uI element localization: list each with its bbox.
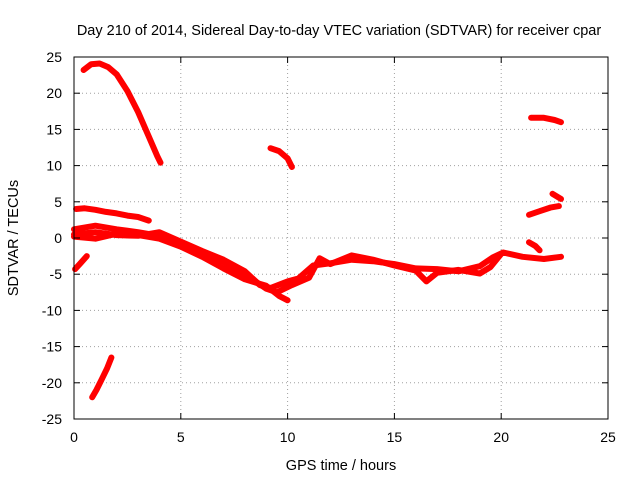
series-arc-right-low xyxy=(526,239,543,254)
axis-ticks xyxy=(73,56,609,420)
x-tick-label: 15 xyxy=(387,429,403,445)
series-arc-high-descending xyxy=(80,60,164,166)
series-arc-right-mid xyxy=(526,203,562,218)
series-arc-right-high xyxy=(528,114,564,126)
y-tick-label: 5 xyxy=(54,194,62,210)
y-tick-label: -15 xyxy=(42,339,62,355)
x-tick-label: 5 xyxy=(177,429,185,445)
x-tick-label: 25 xyxy=(600,429,616,445)
y-tick-label: 0 xyxy=(54,230,62,246)
y-tick-label: 25 xyxy=(46,49,62,65)
x-axis-label: GPS time / hours xyxy=(286,458,396,474)
y-tick-label: 20 xyxy=(46,85,62,101)
x-tick-label: 10 xyxy=(280,429,296,445)
x-tick-label: 20 xyxy=(493,429,509,445)
series-arc-right-small xyxy=(549,190,564,202)
x-tick-label: 0 xyxy=(70,429,78,445)
series-arc-left-low-segment xyxy=(72,253,90,273)
series-arc-mid-short xyxy=(267,145,295,170)
y-tick-label: -5 xyxy=(50,266,63,282)
series-arc-low-ascending xyxy=(89,354,115,401)
y-tick-labels: -25 -20 -15 -10 -5 0 5 10 15 20 25 xyxy=(42,49,62,427)
x-tick-labels: 0 5 10 15 20 25 xyxy=(70,429,616,445)
y-tick-label: 15 xyxy=(46,121,62,137)
y-tick-label: 10 xyxy=(46,158,62,174)
series-arc-main-c xyxy=(71,230,291,304)
y-tick-label: -20 xyxy=(42,375,62,391)
data-series xyxy=(71,60,564,401)
chart-title: Day 210 of 2014, Sidereal Day-to-day VTE… xyxy=(77,23,602,39)
y-tick-label: -10 xyxy=(42,302,62,318)
series-arc-upper-band xyxy=(73,205,152,224)
y-axis-label: SDTVAR / TECUs xyxy=(6,180,22,296)
y-tick-label: -25 xyxy=(42,411,62,427)
